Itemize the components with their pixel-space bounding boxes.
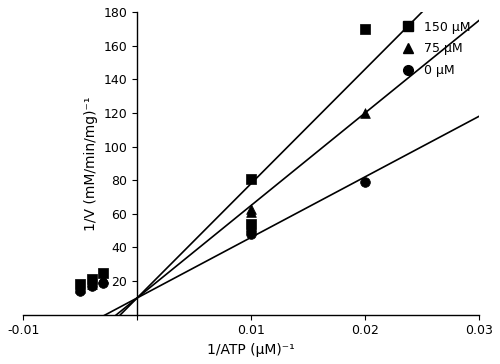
Point <box>361 110 369 116</box>
Point <box>99 275 107 281</box>
Point <box>247 206 255 212</box>
Point <box>88 282 96 288</box>
Point <box>247 228 255 234</box>
Y-axis label: 1/V (mM/min/mg)⁻¹: 1/V (mM/min/mg)⁻¹ <box>84 96 98 231</box>
Point <box>99 280 107 286</box>
Point <box>76 285 84 291</box>
Point <box>247 175 255 181</box>
Point <box>76 282 84 288</box>
Point <box>88 277 96 282</box>
Point <box>361 179 369 185</box>
Point <box>247 221 255 227</box>
Point <box>99 270 107 276</box>
X-axis label: 1/ATP (μM)⁻¹: 1/ATP (μM)⁻¹ <box>208 343 295 357</box>
Legend: 150 μM, 75 μM, 0 μM: 150 μM, 75 μM, 0 μM <box>392 18 473 80</box>
Point <box>247 209 255 215</box>
Point <box>247 231 255 237</box>
Point <box>361 26 369 32</box>
Point <box>88 283 96 289</box>
Point <box>76 288 84 294</box>
